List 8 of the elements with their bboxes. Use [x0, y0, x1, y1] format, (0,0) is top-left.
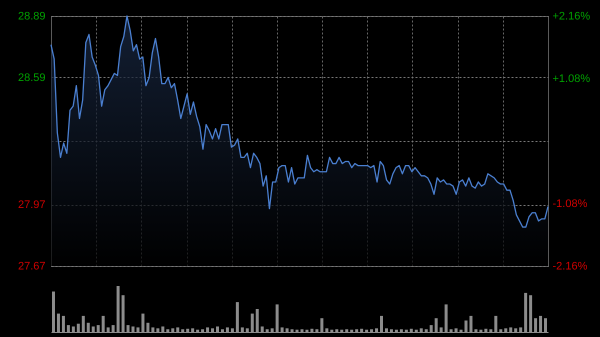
y2-tick-label: -1.08% — [552, 198, 588, 210]
y-tick-label: 27.97 — [18, 199, 46, 212]
y2-tick-label: +2.16% — [552, 10, 590, 22]
y-tick-label: 28.89 — [18, 10, 46, 22]
y2-tick-label: -2.16% — [552, 260, 588, 272]
y-tick-label: 27.67 — [18, 260, 46, 272]
y2-tick-label: +1.08% — [552, 73, 590, 85]
y-tick-label: 28.59 — [18, 72, 46, 84]
